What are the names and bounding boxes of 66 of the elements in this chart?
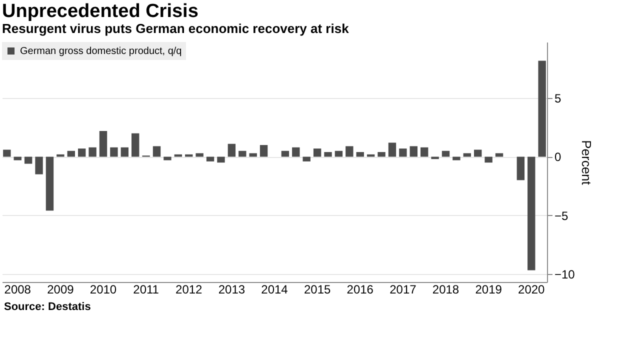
bar bbox=[110, 147, 118, 157]
bar bbox=[14, 156, 22, 160]
y-tick-label: 0 bbox=[554, 150, 562, 164]
x-tick-label: 2010 bbox=[90, 282, 117, 296]
x-tick-label: 2012 bbox=[176, 282, 203, 296]
bar bbox=[24, 156, 32, 164]
bar bbox=[46, 156, 54, 211]
y-tick-label: 5 bbox=[554, 92, 562, 106]
bar bbox=[463, 153, 472, 157]
bar bbox=[431, 156, 439, 160]
y-tick-label: −10 bbox=[554, 267, 576, 282]
bar bbox=[292, 147, 300, 157]
bar bbox=[442, 150, 450, 157]
x-tick-label: 2015 bbox=[304, 282, 331, 296]
x-tick-label: 2020 bbox=[518, 282, 546, 296]
x-tick-label: 2017 bbox=[390, 282, 417, 296]
bar bbox=[206, 156, 214, 162]
bar bbox=[346, 146, 354, 157]
bar bbox=[474, 150, 482, 157]
x-tick-label: 2019 bbox=[475, 282, 502, 296]
bar bbox=[99, 130, 108, 157]
y-axis-title: Percent bbox=[578, 140, 594, 186]
bar bbox=[152, 146, 161, 157]
bar bbox=[196, 153, 204, 157]
x-tick-label: 2013 bbox=[218, 282, 246, 296]
x-tick-label: 2016 bbox=[346, 282, 374, 296]
bar bbox=[281, 150, 290, 157]
bar bbox=[324, 152, 332, 157]
bar bbox=[528, 156, 536, 270]
bar bbox=[495, 153, 504, 157]
bar bbox=[88, 147, 96, 157]
bar bbox=[35, 156, 43, 174]
y-tick-label: −5 bbox=[554, 208, 569, 223]
bar bbox=[388, 142, 396, 157]
bar bbox=[78, 148, 86, 157]
bar bbox=[378, 152, 386, 157]
x-tick-label: 2018 bbox=[432, 282, 460, 296]
bar bbox=[420, 147, 428, 157]
bar bbox=[399, 148, 407, 157]
bar bbox=[452, 156, 460, 160]
x-tick-label: 2011 bbox=[133, 282, 160, 296]
bar bbox=[516, 156, 525, 180]
x-tick-label: 2009 bbox=[47, 282, 74, 296]
x-tick-label: 2008 bbox=[4, 282, 32, 296]
bar bbox=[3, 150, 11, 157]
legend-label: German gross domestic product, q/q bbox=[20, 46, 182, 57]
bar bbox=[334, 150, 343, 157]
source-note: Source: Destatis bbox=[3, 301, 92, 313]
bar bbox=[67, 150, 75, 157]
bar bbox=[164, 156, 172, 160]
bar bbox=[484, 156, 492, 163]
bar bbox=[356, 152, 364, 157]
bar bbox=[538, 60, 546, 157]
bar bbox=[217, 156, 225, 163]
bar bbox=[132, 133, 140, 157]
x-tick-label: 2014 bbox=[261, 282, 288, 296]
bar bbox=[228, 144, 236, 157]
bar bbox=[249, 153, 257, 157]
bar bbox=[302, 156, 310, 162]
bar bbox=[238, 150, 246, 157]
bar bbox=[410, 146, 418, 157]
bar bbox=[260, 145, 268, 157]
chart-subtitle: Resurgent virus puts German economic recovery at risk bbox=[2, 21, 350, 36]
bar bbox=[120, 147, 129, 157]
bar bbox=[313, 148, 322, 157]
chart-title: Unprecedented Crisis bbox=[2, 1, 198, 22]
